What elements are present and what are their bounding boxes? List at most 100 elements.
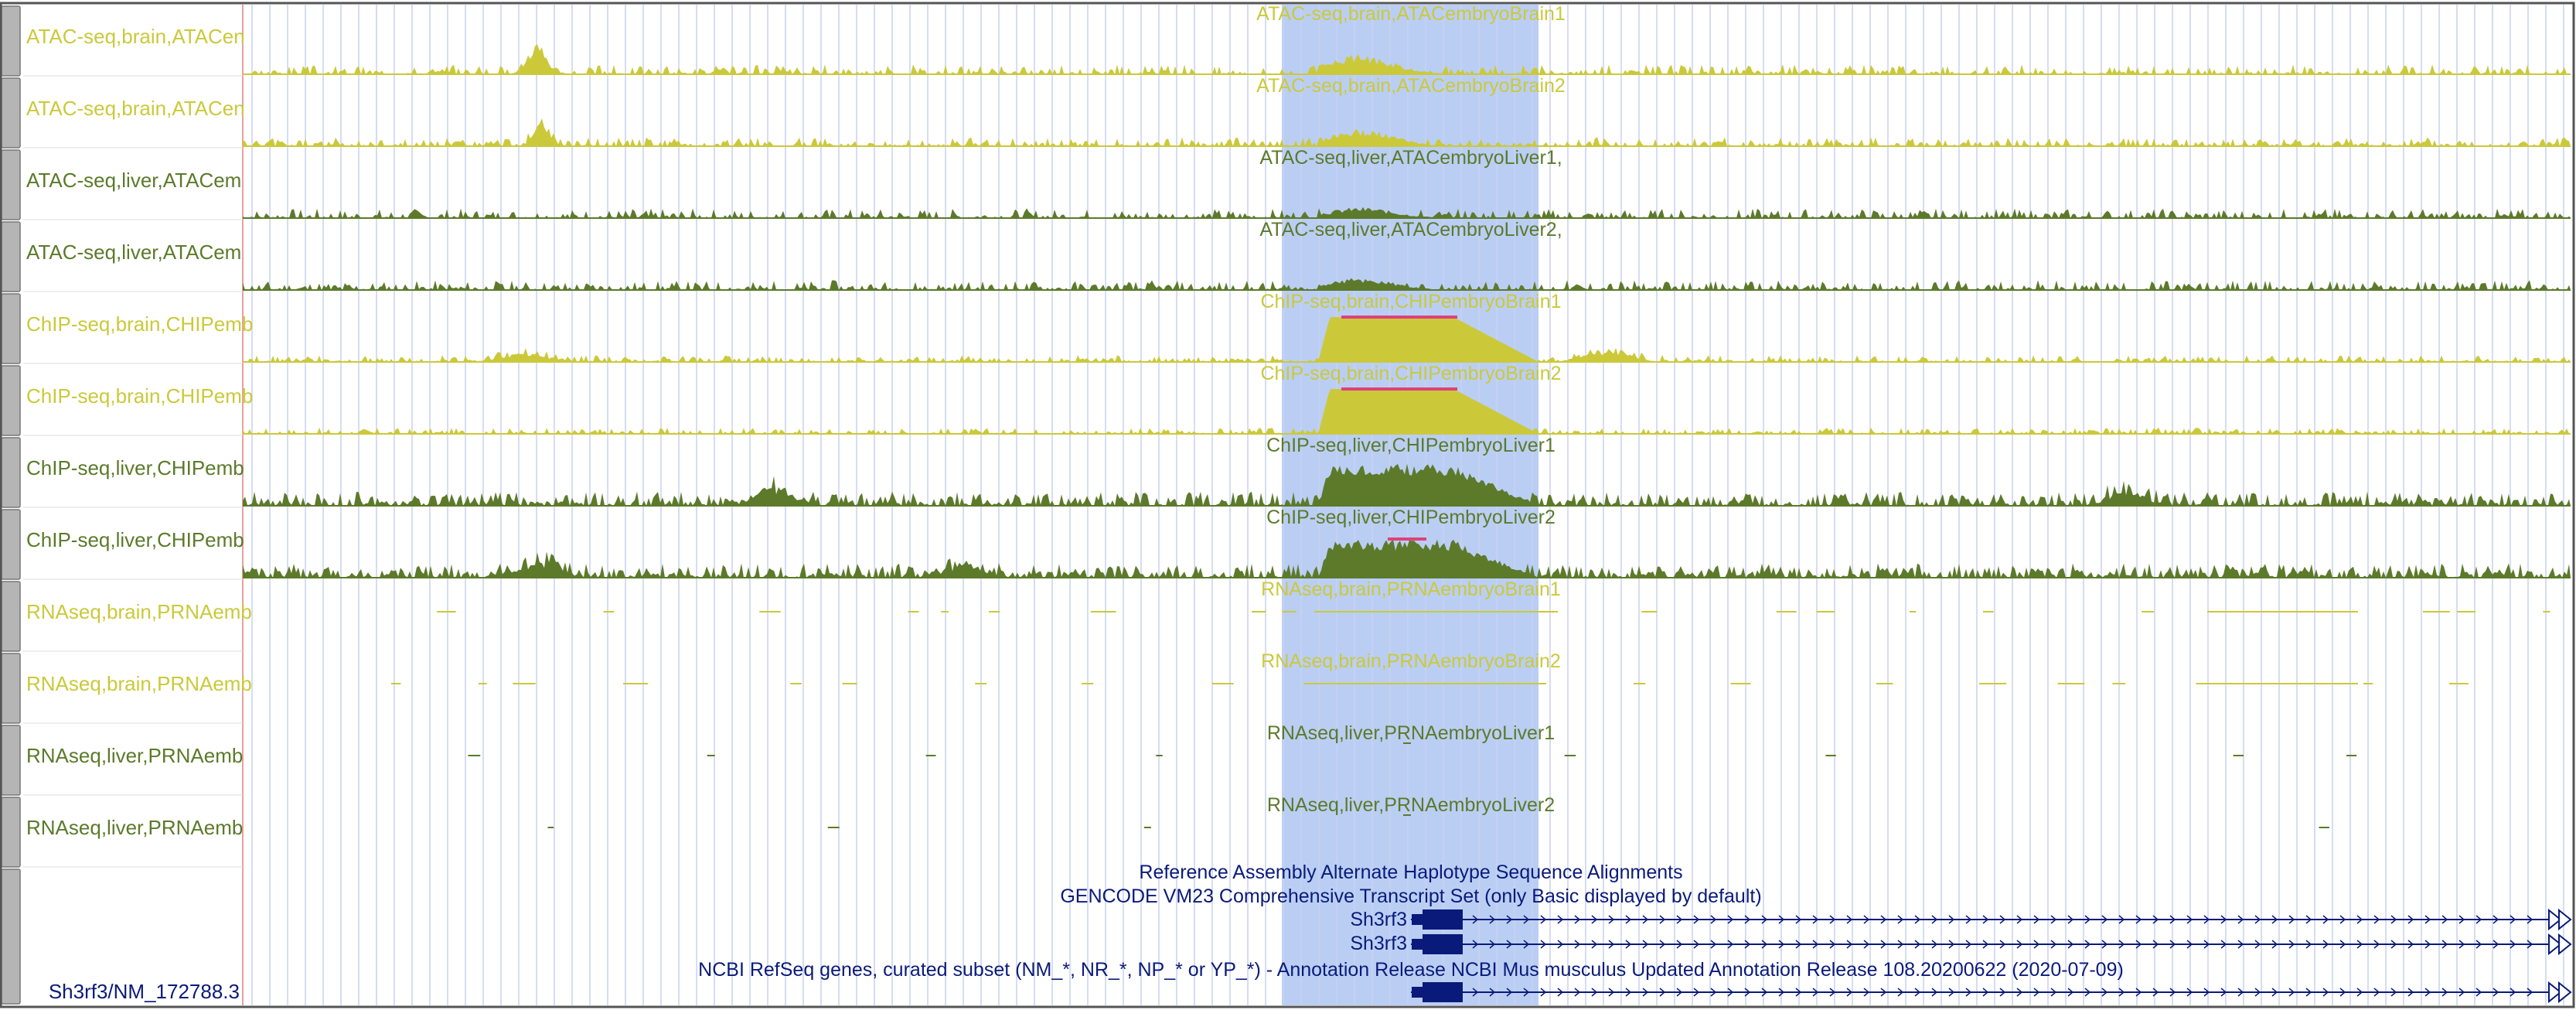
- strand-arrow: [2288, 988, 2295, 997]
- track-drag-handle[interactable]: [1, 509, 21, 580]
- gene-exon-block[interactable]: [1423, 909, 1463, 930]
- track-drag-handle[interactable]: [1, 868, 21, 1005]
- track-label[interactable]: RNAseq,brain,PRNAemb: [26, 672, 252, 695]
- gene-end-arrow: [2558, 933, 2572, 956]
- track-drag-handle[interactable]: [1, 653, 21, 724]
- track-label[interactable]: ChIP-seq,brain,CHIPemb: [26, 312, 253, 336]
- strand-arrow: [2033, 988, 2040, 997]
- strand-arrow: [2203, 940, 2210, 949]
- track-title: ATAC-seq,liver,ATACembryoLiver2,: [1259, 219, 1562, 241]
- strand-arrow: [2390, 988, 2397, 997]
- strand-arrow: [2152, 940, 2159, 949]
- strand-arrow: [2152, 988, 2159, 997]
- gene-name-label[interactable]: Sh3rf3: [1350, 933, 1407, 954]
- strand-arrow: [1982, 940, 1989, 949]
- strand-arrow: [1523, 915, 1530, 924]
- strand-arrow: [1676, 988, 1683, 997]
- strand-arrow: [1761, 940, 1768, 949]
- strand-arrow: [2118, 940, 2125, 949]
- track-drag-handle[interactable]: [1, 365, 21, 436]
- track-title: RNAseq,brain,PRNAembryoBrain1: [1261, 578, 1561, 600]
- strand-arrow: [2135, 915, 2142, 924]
- track-label[interactable]: RNAseq,liver,PRNAemb: [26, 744, 243, 767]
- strand-arrow: [2237, 915, 2244, 924]
- strand-arrow: [2475, 940, 2482, 949]
- strand-arrow: [1676, 940, 1683, 949]
- track-label[interactable]: ATAC-seq,liver,ATACem: [26, 241, 241, 264]
- strand-arrow: [1931, 940, 1938, 949]
- strand-arrow: [2220, 988, 2227, 997]
- signal-area: [243, 278, 2571, 290]
- gencode-track-title: GENCODE VM23 Comprehensive Transcript Se…: [1060, 885, 1761, 907]
- strand-arrow: [2203, 988, 2210, 997]
- track-label[interactable]: ATAC-seq,brain,ATACen: [26, 25, 245, 48]
- strand-arrow: [1897, 940, 1904, 949]
- track-title: ATAC-seq,brain,ATACembryoBrain2: [1256, 75, 1566, 97]
- track-drag-handle[interactable]: [1, 77, 21, 148]
- track-drag-handle[interactable]: [1, 797, 21, 868]
- track-drag-handle[interactable]: [1, 221, 21, 292]
- track-drag-handle[interactable]: [1, 149, 21, 220]
- track-label[interactable]: ChIP-seq,liver,CHIPemb: [26, 528, 244, 551]
- strand-arrow: [1846, 915, 1853, 924]
- strand-arrow: [2475, 988, 2482, 997]
- strand-arrow: [1812, 940, 1819, 949]
- strand-arrow: [1625, 988, 1632, 997]
- track-title: ChIP-seq,brain,CHIPembryoBrain2: [1260, 363, 1561, 384]
- track-label[interactable]: RNAseq,liver,PRNAemb: [26, 816, 243, 839]
- gene-exon-block[interactable]: [1423, 982, 1463, 1002]
- strand-arrow: [2237, 988, 2244, 997]
- strand-arrow: [2271, 988, 2278, 997]
- gene-end-arrow: [2548, 908, 2562, 931]
- gene-exon-block[interactable]: [1423, 934, 1463, 954]
- track-label[interactable]: ATAC-seq,liver,ATACem: [26, 169, 241, 192]
- strand-arrow: [1693, 988, 1700, 997]
- strand-arrow: [1659, 940, 1666, 949]
- refseq-gene-label[interactable]: Sh3rf3/NM_172788.3: [49, 980, 240, 1003]
- strand-arrow: [2169, 915, 2176, 924]
- strand-arrow: [2339, 988, 2346, 997]
- strand-arrow: [1642, 915, 1649, 924]
- strand-arrow: [1625, 940, 1632, 949]
- strand-arrow: [1540, 988, 1547, 997]
- strand-arrow: [1948, 988, 1955, 997]
- strand-arrow: [2339, 915, 2346, 924]
- strand-arrow: [1778, 940, 1785, 949]
- track-label[interactable]: ATAC-seq,brain,ATACen: [26, 97, 245, 120]
- track-drag-handle[interactable]: [1, 437, 21, 508]
- strand-arrow: [1846, 988, 1853, 997]
- strand-arrow: [2101, 915, 2108, 924]
- track-label[interactable]: RNAseq,brain,PRNAemb: [26, 600, 252, 623]
- track-title: RNAseq,liver,PRNAembryoLiver1: [1267, 722, 1555, 744]
- strand-arrow: [2084, 988, 2091, 997]
- strand-arrow: [1727, 940, 1734, 949]
- strand-arrow: [1574, 988, 1581, 997]
- strand-arrow: [1540, 915, 1547, 924]
- strand-arrow: [1523, 940, 1530, 949]
- track-drag-handle[interactable]: [1, 5, 21, 77]
- strand-arrow: [2373, 940, 2380, 949]
- strand-arrow: [1744, 940, 1751, 949]
- track-drag-handle[interactable]: [1, 581, 21, 652]
- track-label[interactable]: ChIP-seq,brain,CHIPemb: [26, 384, 253, 408]
- strand-arrow: [1863, 988, 1870, 997]
- strand-arrow: [2101, 940, 2108, 949]
- strand-arrow: [1829, 988, 1836, 997]
- strand-arrow: [2186, 915, 2193, 924]
- strand-arrow: [1931, 915, 1938, 924]
- strand-arrow: [1574, 915, 1581, 924]
- strand-arrow: [2510, 988, 2516, 997]
- strand-arrow: [2016, 915, 2023, 924]
- strand-arrow: [1914, 940, 1921, 949]
- strand-arrow: [1931, 988, 1938, 997]
- track-drag-handle[interactable]: [1, 293, 21, 364]
- strand-arrow: [2084, 915, 2091, 924]
- gene-name-label[interactable]: Sh3rf3: [1350, 909, 1407, 930]
- track-drag-handle[interactable]: [1, 725, 21, 796]
- strand-arrow: [1897, 988, 1904, 997]
- track-label[interactable]: ChIP-seq,liver,CHIPemb: [26, 456, 244, 479]
- signal-area: [243, 206, 2571, 218]
- strand-arrow: [2458, 915, 2465, 924]
